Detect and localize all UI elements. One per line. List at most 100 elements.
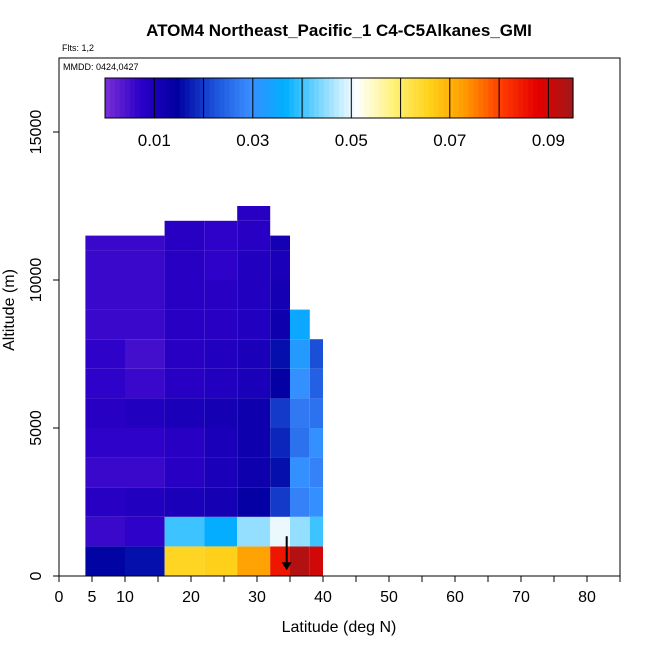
colorbar-tick-label: 0.03 [236, 131, 269, 150]
heatmap-cell [290, 516, 310, 547]
colorbar-swatch [408, 78, 415, 118]
colorbar-swatch [548, 78, 554, 118]
colorbar-swatch [224, 78, 231, 118]
x-axis-label: Latitude (deg N) [282, 619, 397, 636]
colorbar-swatch [274, 78, 280, 118]
colorbar-swatch [234, 78, 241, 118]
colorbar-swatch [443, 78, 450, 118]
heatmap-cell [204, 428, 238, 458]
x-tick-label: 40 [314, 589, 332, 606]
heatmap-cell [309, 516, 323, 547]
colorbar-swatch [189, 78, 196, 118]
colorbar-swatch [139, 78, 146, 118]
heatmap-cell [237, 516, 271, 547]
colorbar-swatch [204, 78, 211, 118]
dates-label: MMDD: 0424,0427 [63, 62, 139, 72]
flights-label: Flts: 1,2 [62, 43, 94, 53]
colorbar-swatch [209, 78, 216, 118]
colorbar-swatch [114, 78, 121, 118]
heatmap-cell [85, 546, 125, 576]
colorbar-swatch [428, 78, 435, 118]
colorbar-swatch [558, 78, 564, 118]
heatmap-cell [290, 309, 310, 340]
heatmap-cell [164, 309, 205, 340]
heatmap-cell [270, 516, 290, 547]
colorbar-swatch [363, 78, 370, 118]
heatmap-cell [237, 280, 271, 310]
heatmap-cell [309, 546, 323, 576]
colorbar-swatch [448, 78, 455, 118]
heatmap-cell [125, 487, 165, 517]
colorbar-swatch [154, 78, 161, 118]
colorbar-swatch [134, 78, 141, 118]
heatmap-cell [85, 235, 125, 251]
marker-arrow-head [281, 562, 292, 571]
colorbar-swatch [264, 78, 270, 118]
heatmap-cell [125, 235, 165, 251]
heatmap-cell [204, 280, 238, 310]
heatmap-cell [204, 487, 238, 517]
heatmap-cell [309, 428, 323, 458]
heatmap-cell [270, 309, 290, 340]
colorbar-swatch [169, 78, 176, 118]
colorbar-swatch [388, 78, 395, 118]
colorbar-swatch [468, 78, 475, 118]
heatmap-cell [125, 250, 165, 280]
colorbar-swatch [129, 78, 136, 118]
colorbar-swatch [473, 78, 480, 118]
colorbar-swatch [219, 78, 226, 118]
colorbar-tick-label: 0.09 [532, 131, 565, 150]
colorbar-swatch [463, 78, 470, 118]
heatmap-cell [164, 516, 205, 547]
colorbar-swatch [254, 78, 260, 118]
colorbar-swatch [339, 78, 345, 118]
heatmap-cell [270, 235, 290, 251]
colorbar-swatch [289, 78, 295, 118]
colorbar-swatch [105, 78, 111, 118]
heatmap-cell [237, 250, 271, 280]
colorbar-swatch [568, 78, 574, 118]
x-tick-label: 70 [512, 589, 530, 606]
heatmap-cell [164, 368, 205, 399]
colorbar-swatch [493, 78, 499, 118]
colorbar-swatch [184, 78, 191, 118]
heatmap-cell [309, 487, 323, 517]
heatmap-cell [164, 487, 205, 517]
heatmap-cell [270, 457, 290, 488]
colorbar-swatch [413, 78, 420, 118]
colorbar-swatch [194, 78, 201, 118]
colorbar-swatch [533, 78, 539, 118]
heatmap-cell [125, 546, 165, 576]
colorbar-swatch [174, 78, 181, 118]
colorbar-swatch [249, 78, 255, 118]
colorbar-swatch [458, 78, 465, 118]
heatmap-cell [290, 457, 310, 488]
heatmap-cell [204, 339, 238, 369]
colorbar-swatch [244, 78, 250, 118]
heatmap-cell [237, 339, 271, 369]
y-tick-label: 10000 [28, 258, 45, 303]
colorbar-swatch [503, 78, 509, 118]
plot-area [85, 206, 323, 576]
colorbar-swatch [214, 78, 221, 118]
y-tick-label: 5000 [28, 410, 45, 446]
heatmap-cell [237, 428, 271, 458]
x-axis: 0 5 10 20 30 40 50 60 70 80 [55, 575, 621, 606]
colorbar-swatch [149, 78, 156, 118]
heatmap-cell [290, 546, 310, 576]
heatmap-cell [164, 339, 205, 369]
heatmap-cell [125, 339, 165, 369]
y-tick-label: 15000 [28, 110, 45, 155]
colorbar-swatch [229, 78, 236, 118]
colorbar-tick-label: 0.05 [335, 131, 368, 150]
colorbar-swatch [538, 78, 544, 118]
heatmap-cell [164, 457, 205, 488]
colorbar-tick-label: 0.07 [433, 131, 466, 150]
x-tick-label: 10 [116, 589, 134, 606]
colorbar-swatch [109, 78, 116, 118]
colorbar-swatch [199, 78, 206, 118]
colorbar-swatch [284, 78, 290, 118]
heatmap-cell [237, 398, 271, 428]
colorbar-swatch [259, 78, 265, 118]
